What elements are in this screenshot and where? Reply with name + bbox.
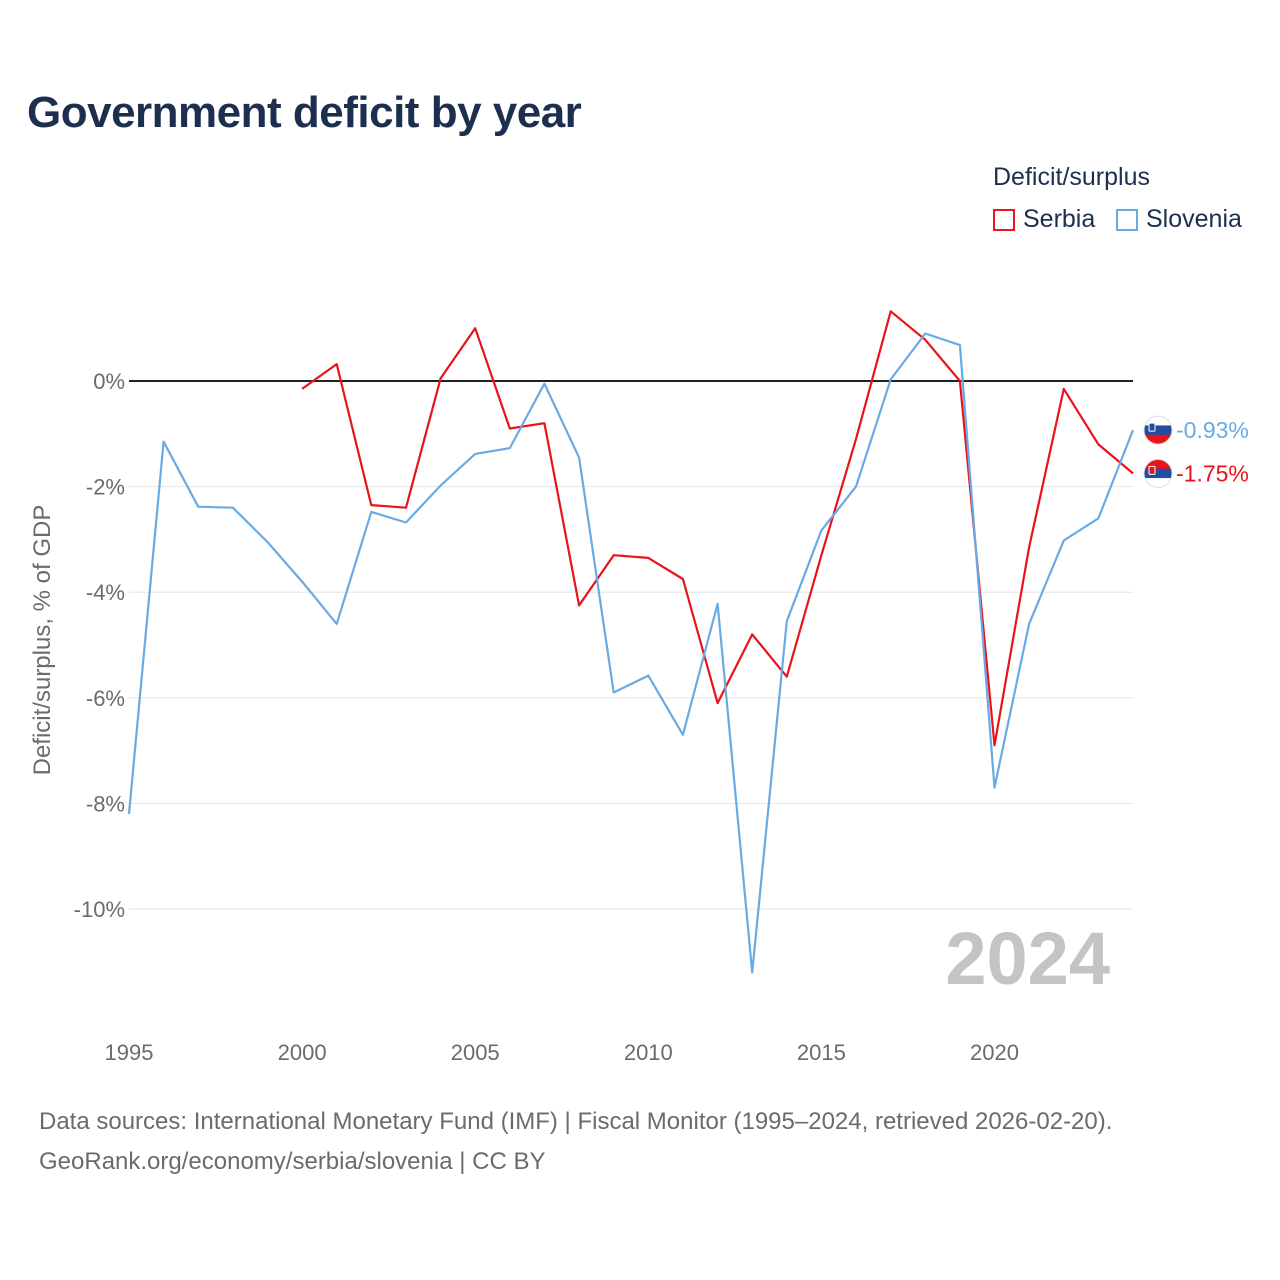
legend-label-serbia: Serbia [1023,205,1096,233]
y-tick-label: 0% [93,369,125,394]
end-label-slovenia: -0.93% [1176,417,1249,443]
y-tick-label: -8% [86,791,125,816]
y-axis-label: Deficit/surplus, % of GDP [29,505,56,776]
legend-item-slovenia[interactable]: Slovenia [1116,205,1242,234]
year-watermark: 2024 [945,917,1110,1000]
serbia-flag-icon [1143,458,1173,488]
y-tick-label: -6% [86,686,125,711]
x-tick-label: 2000 [278,1040,327,1065]
legend-label-slovenia: Slovenia [1146,205,1242,233]
legend-item-serbia[interactable]: Serbia [993,205,1095,234]
series-line-slovenia[interactable] [127,332,1135,974]
legend-swatch-slovenia [1116,208,1138,231]
legend-swatch-serbia [993,208,1015,231]
y-tick-label: -10% [74,897,125,922]
footer-sources: Data sources: International Monetary Fun… [39,1108,1113,1135]
y-tick-label: -4% [86,580,125,605]
series-line-serbia[interactable] [301,310,1134,747]
chart-title: Government deficit by year [27,88,582,137]
x-tick-label: 2015 [797,1040,846,1065]
x-tick-label: 2010 [624,1040,673,1065]
y-tick-label: -2% [86,475,125,500]
legend-title: Deficit/surplus [993,163,1150,191]
x-tick-label: 2005 [451,1040,500,1065]
x-tick-label: 1995 [105,1040,154,1065]
footer-credit: GeoRank.org/economy/serbia/slovenia | CC… [39,1148,546,1175]
end-label-serbia: -1.75% [1176,460,1249,486]
x-tick-label: 2020 [970,1040,1019,1065]
slovenia-flag-icon [1143,415,1173,445]
